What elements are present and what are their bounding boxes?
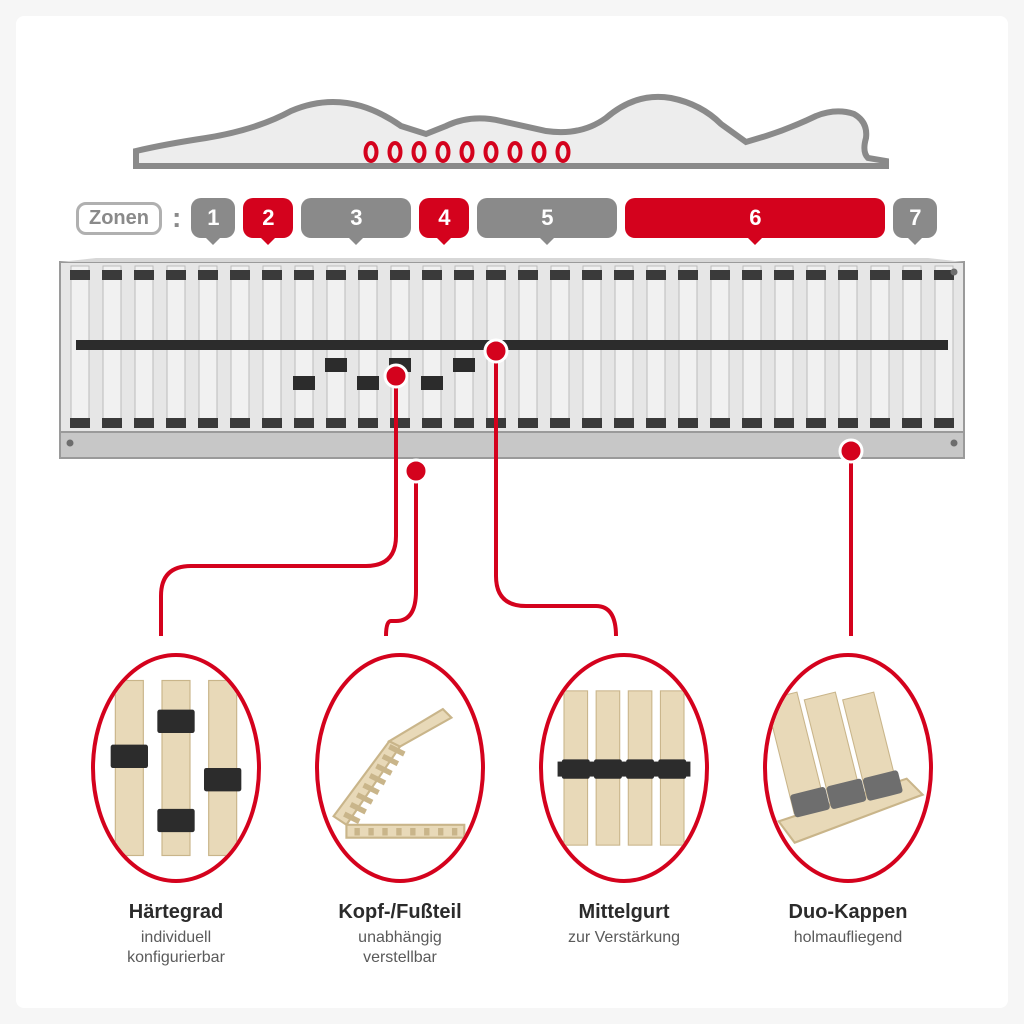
feature-thumb-2	[315, 653, 485, 883]
feature-subtitle: individuellkonfigurierbar	[127, 928, 225, 968]
feature-title: Mittelgurt	[578, 901, 669, 924]
silhouette-svg	[126, 56, 896, 176]
infographic-frame: Zonen : 1234567 Härtegr	[16, 16, 1008, 1008]
feature-thumb-4	[763, 653, 933, 883]
feature-3: Mittelgurt zur Verstärkung	[524, 653, 724, 968]
feature-thumb-3	[539, 653, 709, 883]
zone-pill-1: 1	[191, 198, 235, 238]
zone-pill-4: 4	[419, 198, 469, 238]
callouts: Härtegrad individuellkonfigurierbar Kopf-…	[16, 276, 1008, 1008]
zone-pill-6: 6	[625, 198, 885, 238]
zone-pill-3: 3	[301, 198, 411, 238]
zone-pill-5: 5	[477, 198, 617, 238]
feature-title: Kopf-/Fußteil	[338, 901, 461, 924]
zone-bar: Zonen : 1234567	[76, 196, 948, 240]
feature-title: Härtegrad	[129, 901, 223, 924]
zone-label: Zonen	[76, 202, 162, 235]
feature-1: Härtegrad individuellkonfigurierbar	[76, 653, 276, 968]
zone-pill-2: 2	[243, 198, 293, 238]
zone-pill-7: 7	[893, 198, 937, 238]
feature-2: Kopf-/Fußteil unabhängigverstellbar	[300, 653, 500, 968]
body-silhouette	[126, 56, 896, 176]
zone-pills: 1234567	[191, 198, 948, 238]
feature-title: Duo-Kappen	[789, 901, 908, 924]
zone-colon: :	[172, 202, 181, 234]
feature-4: Duo-Kappen holmaufliegend	[748, 653, 948, 968]
feature-thumb-1	[91, 653, 261, 883]
feature-subtitle: holmaufliegend	[794, 928, 903, 948]
feature-row: Härtegrad individuellkonfigurierbar Kopf-…	[76, 653, 948, 968]
feature-subtitle: unabhängigverstellbar	[358, 928, 442, 968]
feature-subtitle: zur Verstärkung	[568, 928, 680, 948]
